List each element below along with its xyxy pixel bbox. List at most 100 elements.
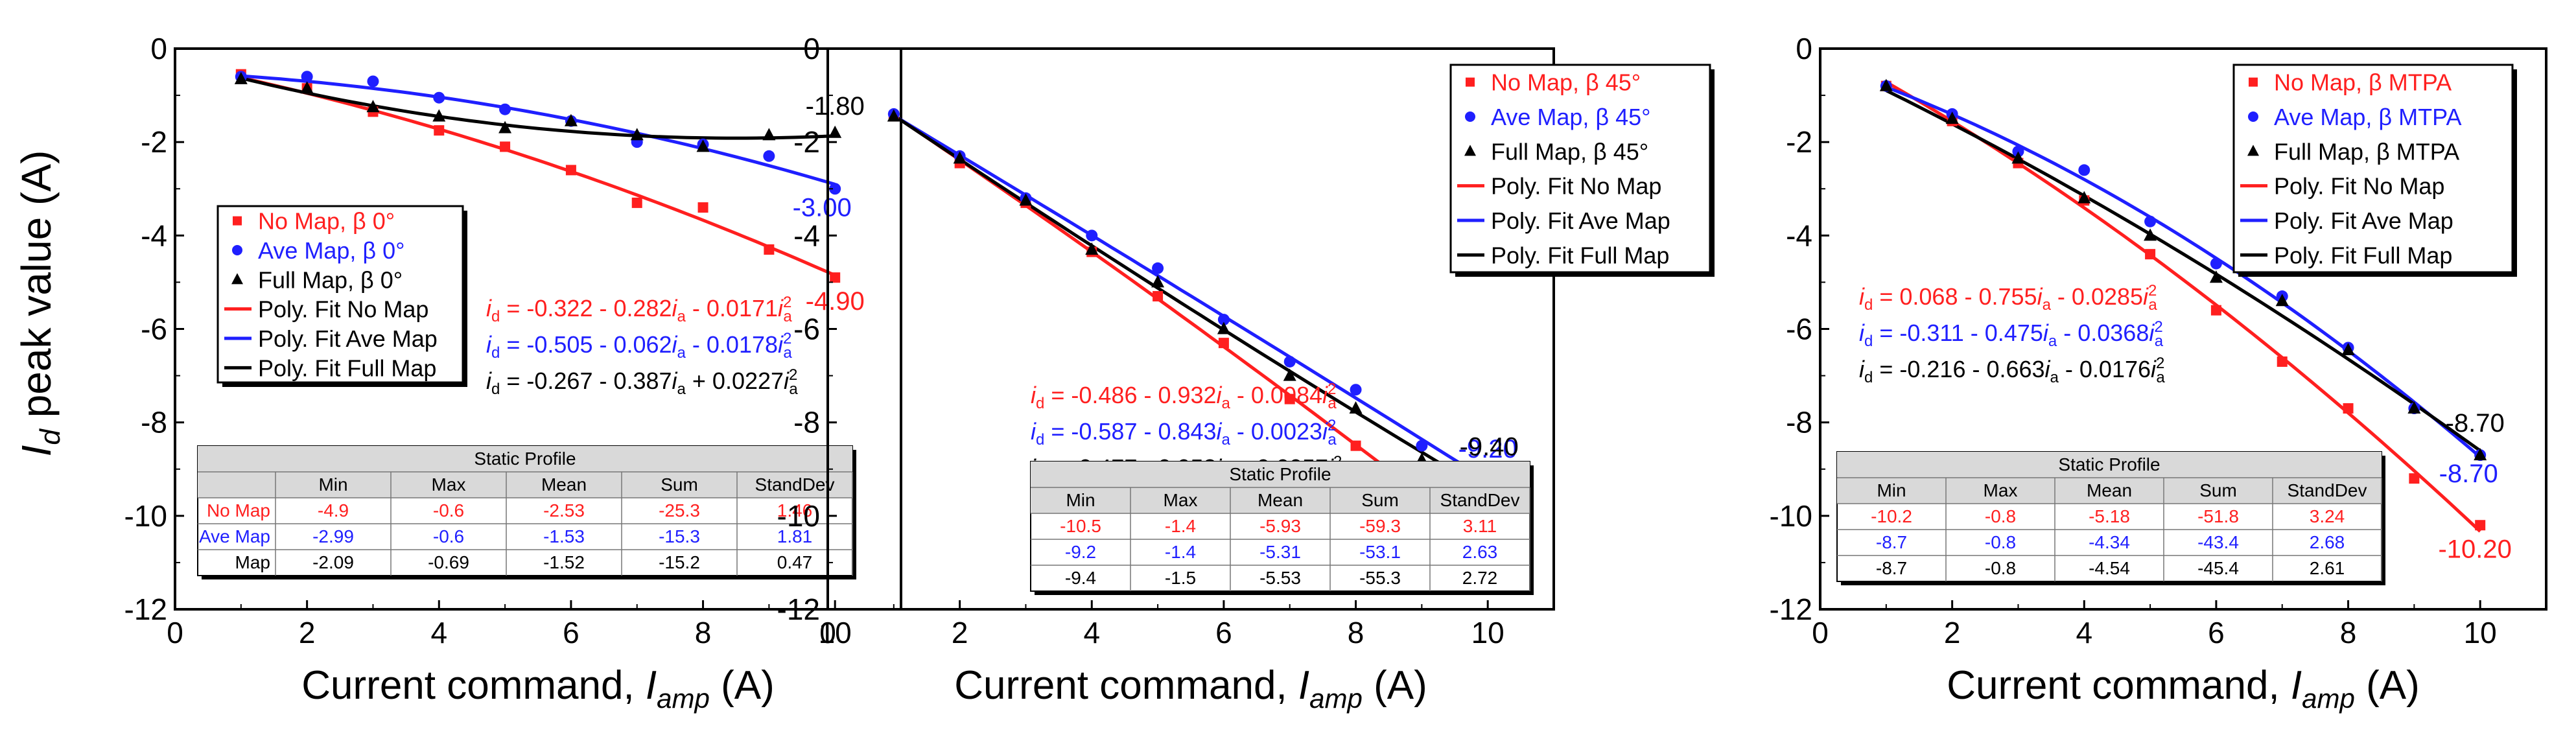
fit-curve-ave_map [240, 74, 836, 186]
data-point-triangle [234, 71, 248, 84]
legend-box [1449, 64, 1711, 274]
table-cell: -1.5 [1165, 568, 1196, 588]
data-point-square [2277, 356, 2288, 367]
data-point-square [500, 141, 511, 152]
legend-entry-label: Ave Map, β 45° [1491, 104, 1651, 130]
data-point-circle [2078, 164, 2090, 176]
table-column-header: Max [1164, 490, 1198, 510]
y-tick-label: -10 [124, 499, 167, 533]
table-column-header: Min [318, 474, 347, 495]
table-cell: -51.8 [2197, 506, 2239, 526]
legend-entry-label: Poly. Fit No Map [2274, 173, 2444, 200]
legend-entry-label: Full Map, β 45° [1491, 138, 1648, 165]
fit-equation-ave_map: id = -0.587 - 0.843ia - 0.0023i2 a [1031, 417, 1337, 449]
data-point-square [1284, 393, 1295, 404]
data-point-square [1153, 291, 1164, 302]
data-point-triangle [2078, 191, 2091, 204]
data-point-triangle [2144, 228, 2157, 241]
series-ave_map [235, 71, 841, 195]
y-axis-ticks: 0 -2 -4 -6 -8 -10 -12 [1770, 32, 1829, 626]
data-point-triangle [1349, 401, 1363, 414]
data-point-triangle [887, 109, 900, 122]
series-no_map [235, 69, 841, 283]
fit-curve-ave_map [893, 114, 1489, 482]
table-cell: -5.31 [1259, 542, 1301, 562]
table-cell: -0.6 [433, 526, 464, 546]
legend-entry-label: Full Map, β MTPA [2274, 138, 2459, 165]
table-column-header: StandDev [1440, 490, 1520, 510]
data-point-square [2409, 473, 2420, 484]
table-cell: -9.4 [1065, 568, 1096, 588]
y-tick-label: 0 [803, 32, 820, 65]
legend-box [217, 205, 464, 384]
x-tick-label: 8 [2340, 616, 2357, 649]
data-point-circle [1152, 262, 1164, 274]
data-point-square [1218, 338, 1229, 349]
table-row-label: No Map [207, 500, 270, 520]
table-column-header: Mean [1258, 490, 1303, 510]
legend-symbol-triangle [231, 273, 243, 285]
table-cell: -5.93 [1259, 516, 1301, 536]
y-tick-label: -2 [793, 125, 820, 159]
fit-curve-full_map [240, 76, 836, 140]
data-point-triangle [2474, 448, 2487, 461]
legend-symbol-circle [232, 245, 242, 255]
table-cell: 2.61 [2310, 558, 2345, 578]
table-cell: -1.4 [1165, 516, 1196, 536]
data-point-triangle [1085, 242, 1099, 255]
data-point-triangle [1283, 368, 1296, 381]
x-tick-label: 0 [1812, 616, 1829, 649]
data-point-triangle [696, 139, 710, 152]
table-cell: -0.8 [1985, 506, 2016, 526]
series-full_map [1879, 78, 2487, 461]
data-point-circle [1416, 439, 1428, 452]
table-cell: -10.5 [1060, 516, 1101, 536]
legend-entry-label: Poly. Fit Ave Map [258, 325, 438, 352]
data-point-triangle [1945, 111, 1959, 124]
y-tick-label: -10 [777, 499, 820, 533]
table-cell: -53.1 [1359, 542, 1401, 562]
fit-equation-ave_map: id = -0.311 - 0.475ia - 0.0368i2 a [1859, 318, 2164, 350]
fit-equations: id = -0.322 - 0.282ia - 0.0171i2 a id = -0… [486, 294, 798, 398]
data-point-square [2475, 520, 2486, 531]
legend-entry-label: Poly. Fit Full Map [1491, 242, 1669, 268]
legend-entry-label: Poly. Fit Ave Map [1491, 207, 1670, 234]
legend-entry-label: Poly. Fit Full Map [258, 355, 436, 381]
y-tick-label: -4 [1786, 218, 1812, 252]
legend-symbol-triangle [2247, 145, 2259, 156]
data-point-triangle [1217, 321, 1230, 334]
data-point-triangle [2011, 151, 2025, 164]
x-axis-label: Current command, Iamp (A) [301, 663, 774, 714]
legend-symbol-square [233, 216, 242, 226]
table-cell: 1.81 [777, 526, 813, 546]
data-point-circle [2144, 215, 2157, 228]
data-point-triangle [2341, 342, 2355, 355]
data-point-circle [367, 75, 379, 88]
table-column-header: Min [1066, 490, 1095, 510]
legend: No Map, β MTPA Ave Map, β MTPA Full Map, β… [2232, 64, 2517, 277]
data-point-circle [763, 150, 775, 162]
table-cell: -8.7 [1876, 532, 1907, 552]
x-tick-label: 10 [2464, 616, 2497, 649]
legend-entry-label: Poly. Fit No Map [1491, 173, 1661, 200]
fit-curve-no_map [240, 76, 836, 277]
end-value-label-no_map: -10.20 [2438, 535, 2511, 563]
x-axis-ticks: 0 2 4 6 8 10 [819, 600, 1505, 649]
data-point-triangle [432, 109, 446, 122]
series-full_map [234, 71, 842, 152]
data-point-circle [1086, 229, 1098, 242]
table-column-header: Min [1877, 480, 1906, 500]
table-column-header: Max [1984, 480, 2018, 500]
fit-equation-full_map: id = -0.267 - 0.387ia + 0.0227i2 a [486, 366, 798, 398]
y-tick-label: -2 [141, 125, 167, 159]
y-tick-label: -10 [1770, 499, 1812, 533]
x-tick-label: 6 [563, 616, 580, 649]
legend-entry-label: Ave Map, β MTPA [2274, 104, 2461, 130]
table-cell: -8.7 [1876, 558, 1907, 578]
y-tick-label: -2 [1786, 125, 1812, 159]
legend-entry-label: Poly. Fit No Map [258, 296, 428, 323]
y-tick-label: 0 [1796, 32, 1812, 65]
table-cell: -2.09 [312, 552, 354, 572]
